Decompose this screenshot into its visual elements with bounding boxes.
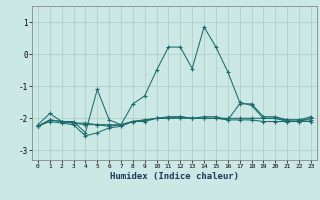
X-axis label: Humidex (Indice chaleur): Humidex (Indice chaleur) [110,172,239,181]
